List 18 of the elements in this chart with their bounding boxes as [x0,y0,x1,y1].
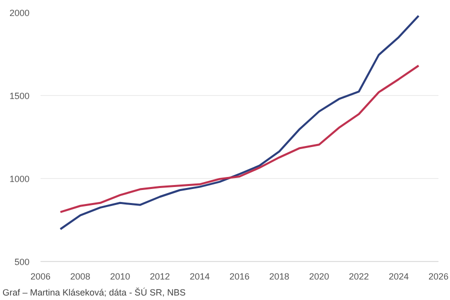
x-tick-label: 2024 [388,272,409,282]
x-tick-label: 2022 [348,272,369,282]
x-tick-label: 2006 [30,272,51,282]
x-tick-label: 2020 [309,272,330,282]
line-series [59,14,420,230]
x-tick-label: 2014 [190,272,210,282]
text: Graf – Martina Kláseková; dáta - ŠÚ SR, NBS [2,288,186,298]
x-tick-label: 2008 [70,272,90,282]
y-tick-label: 500 [14,257,30,267]
y-tick-label: 2000 [9,8,30,18]
x-tick-label: 2010 [110,272,130,282]
x-tick-label: 2026 [428,272,449,282]
line-series [59,64,420,214]
y-tick-label: 1500 [9,91,30,101]
x-tick-label: 2016 [229,272,250,282]
x-tick-label: 2012 [150,272,170,282]
x-tick-label: 2018 [269,272,290,282]
y-tick-label: 1000 [9,174,30,184]
